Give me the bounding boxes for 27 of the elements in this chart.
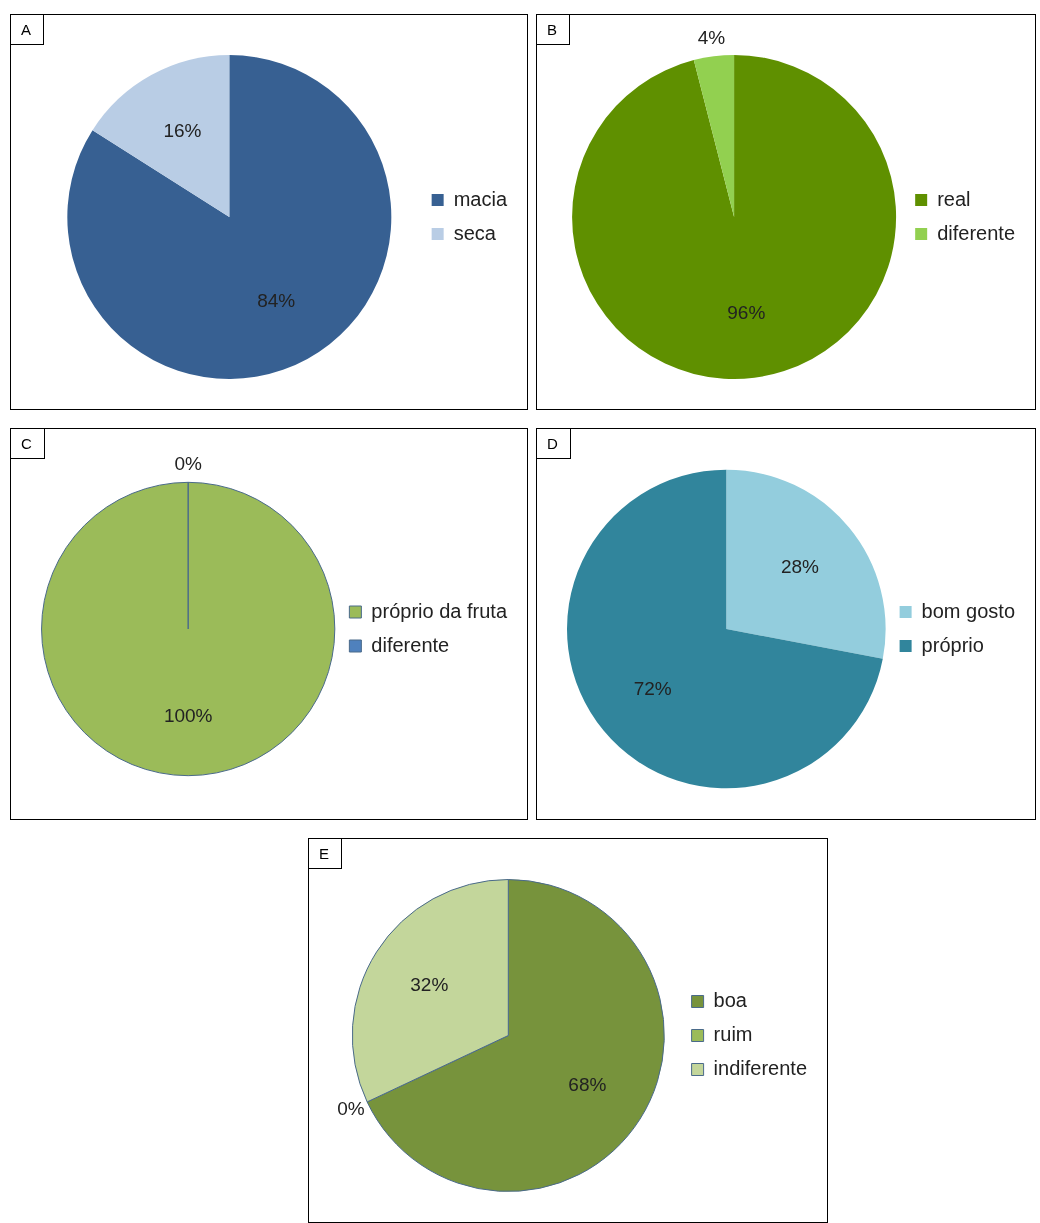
legend-label: próprio da fruta [371, 599, 508, 622]
legend-label: diferente [371, 633, 450, 656]
chart-title: E [308, 838, 343, 869]
chart-title: C [10, 428, 45, 459]
chart-title: A [10, 14, 45, 45]
legend-label: real [937, 187, 971, 210]
legend-label: bom gosto [921, 599, 1015, 622]
data-label: 16% [163, 120, 202, 142]
legend-label: próprio [921, 633, 984, 656]
text: 0% [174, 452, 202, 474]
data-label: 96% [727, 301, 766, 323]
data-label: 100% [163, 705, 213, 727]
data-label: 84% [257, 290, 296, 312]
chart-title: B [536, 14, 571, 45]
legend-label: macia [453, 187, 508, 210]
chart-title: D [536, 428, 571, 459]
legend-label: indiferente [713, 1057, 808, 1080]
data-label: 32% [410, 973, 449, 995]
data-label: 68% [568, 1073, 607, 1095]
legend-label: diferente [937, 221, 1016, 244]
legend-label: ruim [713, 1023, 753, 1046]
data-label: 28% [780, 556, 820, 578]
data-label: 72% [633, 678, 672, 700]
text: 0% [337, 1097, 365, 1119]
legend-label: seca [453, 221, 497, 244]
legend-label: boa [713, 989, 748, 1012]
data-label: 4% [697, 26, 726, 48]
